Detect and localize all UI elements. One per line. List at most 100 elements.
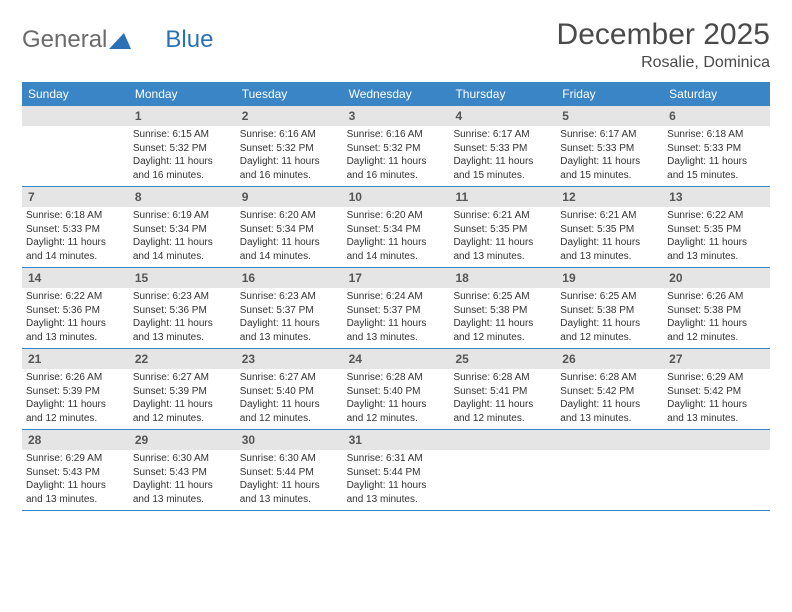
- sunset-text: Sunset: 5:34 PM: [347, 223, 446, 237]
- day-number: 25: [449, 349, 556, 369]
- day-details: Sunrise: 6:28 AMSunset: 5:42 PMDaylight:…: [556, 369, 663, 429]
- day-cell: 10Sunrise: 6:20 AMSunset: 5:34 PMDayligh…: [343, 187, 450, 267]
- day-details: Sunrise: 6:15 AMSunset: 5:32 PMDaylight:…: [129, 126, 236, 186]
- day-details: Sunrise: 6:28 AMSunset: 5:41 PMDaylight:…: [449, 369, 556, 429]
- day-number: 29: [129, 430, 236, 450]
- day-cell: 25Sunrise: 6:28 AMSunset: 5:41 PMDayligh…: [449, 349, 556, 429]
- day-header: Tuesday: [236, 82, 343, 106]
- day-details: Sunrise: 6:25 AMSunset: 5:38 PMDaylight:…: [556, 288, 663, 348]
- daylight-text: Daylight: 11 hours and 14 minutes.: [240, 236, 339, 263]
- day-details: Sunrise: 6:30 AMSunset: 5:43 PMDaylight:…: [129, 450, 236, 510]
- sunset-text: Sunset: 5:33 PM: [26, 223, 125, 237]
- day-cell: 16Sunrise: 6:23 AMSunset: 5:37 PMDayligh…: [236, 268, 343, 348]
- day-details: Sunrise: 6:31 AMSunset: 5:44 PMDaylight:…: [343, 450, 450, 510]
- sunset-text: Sunset: 5:33 PM: [453, 142, 552, 156]
- sunset-text: Sunset: 5:40 PM: [347, 385, 446, 399]
- sunrise-text: Sunrise: 6:19 AM: [133, 209, 232, 223]
- day-cell: 18Sunrise: 6:25 AMSunset: 5:38 PMDayligh…: [449, 268, 556, 348]
- day-details: Sunrise: 6:17 AMSunset: 5:33 PMDaylight:…: [449, 126, 556, 186]
- daylight-text: Daylight: 11 hours and 15 minutes.: [667, 155, 766, 182]
- sunrise-text: Sunrise: 6:22 AM: [667, 209, 766, 223]
- sunrise-text: Sunrise: 6:16 AM: [347, 128, 446, 142]
- day-number: 24: [343, 349, 450, 369]
- day-cell: 27Sunrise: 6:29 AMSunset: 5:42 PMDayligh…: [663, 349, 770, 429]
- day-number: 8: [129, 187, 236, 207]
- day-cell: 13Sunrise: 6:22 AMSunset: 5:35 PMDayligh…: [663, 187, 770, 267]
- sunset-text: Sunset: 5:37 PM: [240, 304, 339, 318]
- day-number: 26: [556, 349, 663, 369]
- day-number: 21: [22, 349, 129, 369]
- daylight-text: Daylight: 11 hours and 12 minutes.: [560, 317, 659, 344]
- sunrise-text: Sunrise: 6:25 AM: [560, 290, 659, 304]
- day-number: 15: [129, 268, 236, 288]
- location-subtitle: Rosalie, Dominica: [557, 54, 770, 72]
- day-header: Friday: [556, 82, 663, 106]
- sunrise-text: Sunrise: 6:26 AM: [26, 371, 125, 385]
- daylight-text: Daylight: 11 hours and 13 minutes.: [133, 317, 232, 344]
- day-number: 22: [129, 349, 236, 369]
- sunset-text: Sunset: 5:39 PM: [26, 385, 125, 399]
- day-number: 13: [663, 187, 770, 207]
- sunset-text: Sunset: 5:35 PM: [667, 223, 766, 237]
- day-number: 4: [449, 106, 556, 126]
- day-cell: 4Sunrise: 6:17 AMSunset: 5:33 PMDaylight…: [449, 106, 556, 186]
- weeks-container: 1Sunrise: 6:15 AMSunset: 5:32 PMDaylight…: [22, 106, 770, 511]
- day-details: Sunrise: 6:20 AMSunset: 5:34 PMDaylight:…: [236, 207, 343, 267]
- sunset-text: Sunset: 5:34 PM: [133, 223, 232, 237]
- day-details: Sunrise: 6:16 AMSunset: 5:32 PMDaylight:…: [343, 126, 450, 186]
- daylight-text: Daylight: 11 hours and 13 minutes.: [347, 317, 446, 344]
- sunset-text: Sunset: 5:34 PM: [240, 223, 339, 237]
- sunset-text: Sunset: 5:36 PM: [26, 304, 125, 318]
- daylight-text: Daylight: 11 hours and 13 minutes.: [26, 479, 125, 506]
- daylight-text: Daylight: 11 hours and 14 minutes.: [347, 236, 446, 263]
- sunrise-text: Sunrise: 6:30 AM: [133, 452, 232, 466]
- sunrise-text: Sunrise: 6:24 AM: [347, 290, 446, 304]
- day-header: Monday: [129, 82, 236, 106]
- day-cell: 17Sunrise: 6:24 AMSunset: 5:37 PMDayligh…: [343, 268, 450, 348]
- daylight-text: Daylight: 11 hours and 13 minutes.: [667, 398, 766, 425]
- daylight-text: Daylight: 11 hours and 13 minutes.: [26, 317, 125, 344]
- day-details: Sunrise: 6:28 AMSunset: 5:40 PMDaylight:…: [343, 369, 450, 429]
- sunrise-text: Sunrise: 6:16 AM: [240, 128, 339, 142]
- sunset-text: Sunset: 5:37 PM: [347, 304, 446, 318]
- day-number: 1: [129, 106, 236, 126]
- day-cell: 28Sunrise: 6:29 AMSunset: 5:43 PMDayligh…: [22, 430, 129, 510]
- calendar: SundayMondayTuesdayWednesdayThursdayFrid…: [22, 82, 770, 511]
- sunset-text: Sunset: 5:38 PM: [667, 304, 766, 318]
- sunrise-text: Sunrise: 6:20 AM: [240, 209, 339, 223]
- day-number: 28: [22, 430, 129, 450]
- day-cell: 21Sunrise: 6:26 AMSunset: 5:39 PMDayligh…: [22, 349, 129, 429]
- day-cell: 12Sunrise: 6:21 AMSunset: 5:35 PMDayligh…: [556, 187, 663, 267]
- day-cell: 3Sunrise: 6:16 AMSunset: 5:32 PMDaylight…: [343, 106, 450, 186]
- day-details: Sunrise: 6:23 AMSunset: 5:36 PMDaylight:…: [129, 288, 236, 348]
- sunrise-text: Sunrise: 6:18 AM: [26, 209, 125, 223]
- daylight-text: Daylight: 11 hours and 15 minutes.: [453, 155, 552, 182]
- sunrise-text: Sunrise: 6:27 AM: [133, 371, 232, 385]
- day-cell: 23Sunrise: 6:27 AMSunset: 5:40 PMDayligh…: [236, 349, 343, 429]
- day-details: Sunrise: 6:27 AMSunset: 5:40 PMDaylight:…: [236, 369, 343, 429]
- sunrise-text: Sunrise: 6:28 AM: [560, 371, 659, 385]
- day-number: 6: [663, 106, 770, 126]
- sunrise-text: Sunrise: 6:28 AM: [453, 371, 552, 385]
- day-number: 9: [236, 187, 343, 207]
- sunrise-text: Sunrise: 6:23 AM: [133, 290, 232, 304]
- day-details: Sunrise: 6:26 AMSunset: 5:38 PMDaylight:…: [663, 288, 770, 348]
- day-number: 19: [556, 268, 663, 288]
- day-number: 27: [663, 349, 770, 369]
- sunset-text: Sunset: 5:44 PM: [240, 466, 339, 480]
- sunrise-text: Sunrise: 6:21 AM: [560, 209, 659, 223]
- day-number: 2: [236, 106, 343, 126]
- week-row: 14Sunrise: 6:22 AMSunset: 5:36 PMDayligh…: [22, 268, 770, 349]
- day-details: Sunrise: 6:26 AMSunset: 5:39 PMDaylight:…: [22, 369, 129, 429]
- day-details: Sunrise: 6:29 AMSunset: 5:43 PMDaylight:…: [22, 450, 129, 510]
- day-cell: [556, 430, 663, 510]
- day-cell: 31Sunrise: 6:31 AMSunset: 5:44 PMDayligh…: [343, 430, 450, 510]
- sunrise-text: Sunrise: 6:29 AM: [667, 371, 766, 385]
- day-cell: 5Sunrise: 6:17 AMSunset: 5:33 PMDaylight…: [556, 106, 663, 186]
- day-details: Sunrise: 6:18 AMSunset: 5:33 PMDaylight:…: [663, 126, 770, 186]
- daylight-text: Daylight: 11 hours and 16 minutes.: [240, 155, 339, 182]
- daylight-text: Daylight: 11 hours and 13 minutes.: [560, 236, 659, 263]
- sunset-text: Sunset: 5:43 PM: [133, 466, 232, 480]
- day-cell: 19Sunrise: 6:25 AMSunset: 5:38 PMDayligh…: [556, 268, 663, 348]
- title-block: December 2025 Rosalie, Dominica: [557, 18, 770, 72]
